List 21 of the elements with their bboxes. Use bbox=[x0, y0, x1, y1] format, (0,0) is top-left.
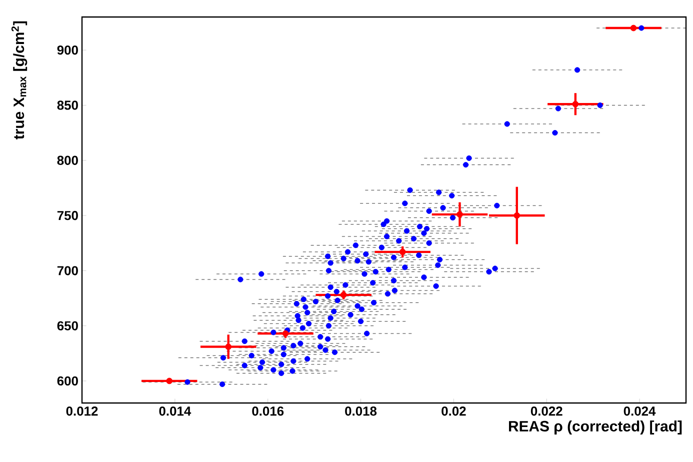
point bbox=[456, 211, 463, 218]
point bbox=[225, 344, 232, 350]
y-axis-title: true X$_{max}$ [g/cm$^{2}$] bbox=[11, 21, 28, 140]
y-tick-label: 650 bbox=[57, 321, 78, 330]
y-tick-label: 750 bbox=[57, 210, 78, 220]
y-tick-label: 800 bbox=[57, 156, 78, 165]
point bbox=[166, 378, 173, 384]
x-tick-label: 0.012 bbox=[66, 406, 98, 416]
x-tick-label: 0.016 bbox=[252, 406, 284, 416]
x-tick-label: 0.018 bbox=[345, 406, 377, 416]
y-tick-label: 600 bbox=[57, 376, 78, 386]
point bbox=[572, 100, 579, 108]
y-tick-label: 900 bbox=[57, 45, 78, 55]
x-axis-title: REAS ρ (corrected) [rad] bbox=[508, 420, 682, 434]
x-tick-label: 0.024 bbox=[624, 406, 656, 416]
point bbox=[514, 212, 520, 219]
x-tick-label: 0.022 bbox=[530, 406, 562, 416]
y-tick-label: 850 bbox=[57, 100, 78, 110]
x-tick-label: 0.014 bbox=[159, 406, 192, 416]
x-tick-label: 0.02 bbox=[442, 406, 466, 416]
y-tick-label: 700 bbox=[57, 266, 78, 276]
